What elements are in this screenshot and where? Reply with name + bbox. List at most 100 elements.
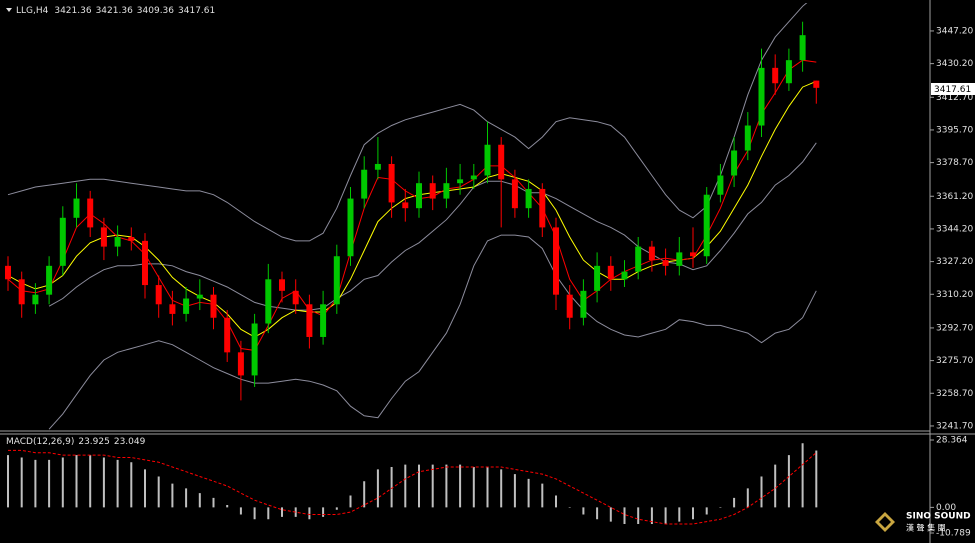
macd-bar	[239, 507, 242, 515]
candle-body	[374, 163, 381, 170]
candle-body	[73, 198, 80, 218]
candle-body	[237, 352, 244, 376]
candle-body	[553, 227, 559, 295]
macd-bar	[733, 497, 736, 508]
candle-body	[320, 304, 327, 337]
header-low: 3409.36	[137, 6, 174, 16]
candle-body	[347, 198, 354, 257]
macd-bar	[267, 507, 270, 520]
y-tick-label: 3258.70	[936, 389, 973, 399]
candle-body	[265, 279, 272, 324]
y-tick-label: 3310.20	[936, 290, 973, 300]
candle-body	[635, 246, 642, 272]
logo-icon-inner	[879, 516, 891, 528]
candle-body	[114, 237, 121, 247]
macd-bar	[294, 507, 297, 517]
candle-body	[361, 169, 368, 199]
macd-label: MACD(12,26,9)	[6, 437, 74, 447]
macd-bar	[650, 507, 653, 524]
price-pane	[5, 3, 820, 430]
candle-body	[457, 179, 464, 184]
candle-body	[87, 198, 94, 228]
candle-body	[46, 265, 53, 295]
macd-bar	[198, 493, 201, 508]
candle-body	[813, 80, 820, 88]
candle-body	[580, 290, 587, 318]
candle-body	[306, 304, 313, 337]
macd-bar	[376, 469, 379, 508]
logo: SINO SOUND 漢 聲 集 團	[875, 512, 971, 533]
macd-bar	[20, 457, 23, 508]
candle-body	[498, 144, 505, 180]
macd-bar	[130, 462, 133, 508]
macd-bar	[787, 455, 790, 508]
y-tick-label: 3395.70	[936, 125, 973, 135]
candle-body	[169, 304, 176, 314]
macd-bar	[541, 483, 544, 508]
candle-body	[621, 271, 628, 280]
y-tick-label: 3447.20	[936, 26, 973, 36]
candle-body	[484, 144, 491, 176]
macd-bar	[582, 507, 585, 515]
macd-bar	[555, 495, 557, 508]
indicator-line	[48, 142, 817, 311]
macd-main: 23.925	[78, 437, 110, 447]
macd-bar	[212, 497, 215, 508]
macd-bar	[308, 507, 311, 520]
price-label-box	[931, 83, 975, 95]
candle-body	[443, 183, 450, 199]
candle-body	[690, 252, 696, 257]
menu-arrow	[6, 8, 12, 12]
chart-header: LLG,H4 3421.36 3421.36 3409.36 3417.61	[16, 6, 215, 16]
candle-body	[731, 150, 738, 176]
macd-pane	[7, 443, 818, 525]
macd-bar	[472, 466, 475, 508]
macd-bar	[445, 464, 448, 508]
macd-bar	[459, 464, 462, 508]
candle-body	[525, 188, 532, 209]
macd-bar	[719, 507, 722, 508]
y-tick-label: 3327.20	[936, 257, 973, 267]
macd-bar	[281, 507, 283, 517]
candle-body	[703, 194, 710, 257]
macd-bar	[171, 483, 174, 508]
y-tick-label: 3430.20	[936, 59, 973, 69]
indicator-line	[48, 234, 817, 430]
y-tick-label: 3292.70	[936, 323, 973, 333]
macd-bar	[116, 459, 119, 508]
macd-bar	[34, 459, 37, 508]
candle-body	[279, 279, 285, 291]
macd-bar	[678, 507, 681, 522]
candle-body	[566, 294, 573, 318]
candle-body	[662, 260, 669, 266]
macd-bar	[774, 464, 777, 508]
y-tick-label: 3241.70	[936, 421, 973, 431]
y-tick-label: 3378.70	[936, 158, 973, 168]
macd-bar	[527, 478, 530, 508]
candle-body	[785, 60, 792, 84]
macd-bar	[157, 476, 160, 508]
candle-body	[744, 125, 751, 151]
indicator-line	[7, 3, 808, 242]
macd-bar	[322, 507, 325, 517]
candle-body	[539, 188, 546, 228]
macd-bar	[664, 507, 667, 524]
candle-body	[5, 265, 11, 280]
candle-body	[607, 265, 614, 280]
candle-body	[388, 163, 395, 203]
macd-bar	[431, 464, 434, 508]
candle-body	[251, 323, 258, 376]
candle-body	[224, 317, 231, 353]
macd-bar	[185, 488, 188, 508]
candle-body	[128, 237, 135, 241]
macd-bar	[500, 469, 503, 508]
candle-body	[717, 175, 724, 195]
macd-bar	[253, 507, 256, 520]
candle-body	[470, 175, 477, 180]
macd-bar	[746, 488, 749, 508]
y-tick-label: 3344.20	[936, 224, 973, 234]
y-tick-label: 0.00	[936, 503, 956, 513]
candle-body	[333, 256, 340, 305]
